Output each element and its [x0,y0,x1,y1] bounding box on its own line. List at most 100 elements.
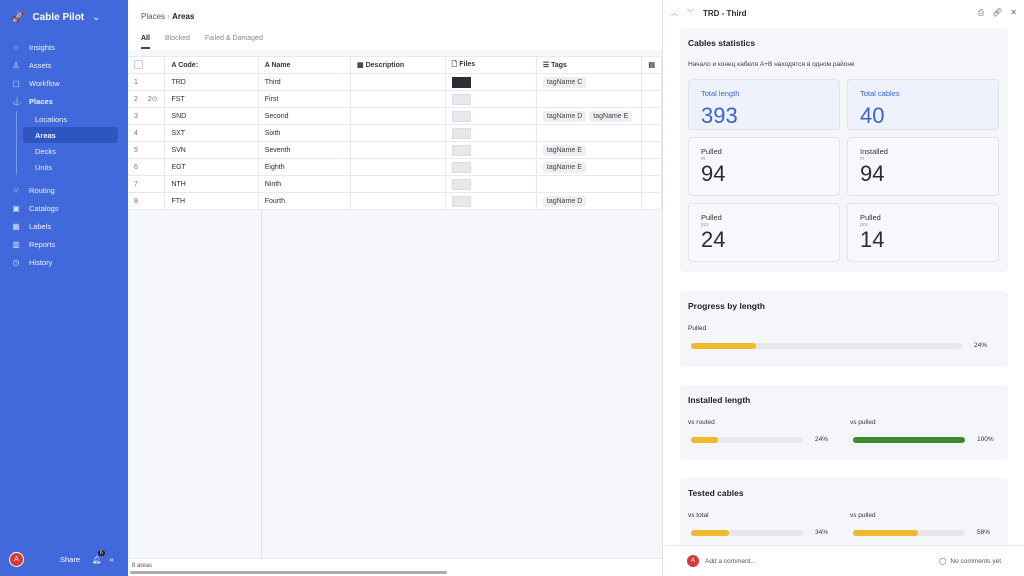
column-more[interactable]: ▤ [641,56,662,74]
cell-code[interactable]: FTH [164,192,259,210]
cell-code[interactable]: SXT [164,124,259,142]
cell-tags[interactable] [536,90,643,108]
column-tags[interactable]: ☰ Tags [536,56,643,74]
chevron-up-icon[interactable]: ︿ [671,10,678,17]
file-thumbnail[interactable] [451,110,471,122]
file-thumbnail[interactable] [451,178,471,190]
file-thumbnail[interactable] [451,161,471,173]
cell-tags[interactable]: tagName D [536,192,643,210]
cell-name[interactable]: Second [258,107,352,125]
column-code[interactable]: A Code: [164,56,259,74]
cell-description[interactable] [350,141,446,159]
file-thumbnail[interactable] [451,144,471,156]
cell-code[interactable]: FST [164,90,259,108]
cell-description[interactable] [350,192,446,210]
stat-label: Total length [701,89,740,98]
cell-code[interactable]: TRD [164,73,259,91]
close-icon[interactable]: ✕ [1010,8,1017,17]
tab-all[interactable]: All [141,35,150,49]
cell-name[interactable]: First [258,90,352,108]
stat-value: 14 [860,227,885,252]
cell-files[interactable] [445,90,537,108]
sidebar-subitem-units[interactable]: Units [35,162,53,172]
column-description[interactable]: ▦ Description [350,56,446,74]
sidebar-item-labels[interactable]: ▦ Labels [0,217,128,235]
user-avatar[interactable]: A [9,551,24,567]
sidebar-item-label: Workflow [29,78,60,88]
cell-name[interactable]: Third [258,73,352,91]
cell-files[interactable] [445,192,537,210]
sidebar-item-reports[interactable]: ▥ Reports [0,235,128,253]
cell-tags[interactable]: tagName E [536,158,643,176]
cell-tags[interactable] [536,124,643,142]
cell-name[interactable]: Fourth [258,192,352,210]
breadcrumb-places[interactable]: Places [141,12,166,21]
sidebar-subitem-locations[interactable]: Locations [35,114,68,124]
cell-name[interactable]: Seventh [258,141,352,159]
table-row[interactable]: 6 EGT Eighth tagName E [128,158,662,176]
cell-code[interactable]: SVN [164,141,259,159]
cell-name[interactable]: Ninth [258,175,352,193]
table-footer: 8 areas [128,558,662,576]
cell-files[interactable] [445,73,537,91]
row-number: 4 [134,129,138,137]
sidebar-item-workflow[interactable]: ▢ Workflow [0,74,128,92]
chevron-down-icon[interactable]: ﹀ [687,10,694,17]
cell-description[interactable] [350,158,446,176]
sidebar-subitem-decks[interactable]: Decks [35,146,56,156]
comment-badge[interactable]: 2⊙ [147,96,158,103]
file-thumbnail[interactable] [451,127,471,139]
cell-code[interactable]: SND [164,107,259,125]
cell-description[interactable] [350,124,446,142]
file-thumbnail[interactable] [451,93,471,105]
collapse-sidebar-icon[interactable]: « [109,554,114,564]
sidebar-item-places[interactable]: ⚓ Places [0,92,128,110]
cell-description[interactable] [350,175,446,193]
cell-files[interactable] [445,141,537,159]
sidebar-subitem-areas[interactable]: Areas [23,127,118,143]
workspace-switcher[interactable]: 🚀 Cable Pilot ⌄ [12,12,101,23]
cell-tags[interactable]: tagName E [536,141,643,159]
cell-tags[interactable] [536,175,643,193]
horizontal-scrollbar[interactable] [130,571,447,574]
table-row[interactable]: 1 TRD Third tagName C [128,73,662,91]
sidebar-item-assets[interactable]: ♙ Assets [0,56,128,74]
tab-blocked[interactable]: Blocked [164,35,190,42]
sidebar-item-catalogs[interactable]: ▣ Catalogs [0,199,128,217]
table-row[interactable]: 7 NTH Ninth [128,175,662,193]
progress-bar [853,436,965,443]
sidebar-item-history[interactable]: ◷ History [0,253,128,271]
file-thumbnail[interactable] [451,195,471,207]
sidebar-item-routing[interactable]: ⑂ Routing [0,181,128,199]
select-all-checkbox[interactable] [134,59,143,69]
table-row[interactable]: 8 FTH Fourth tagName D [128,192,662,210]
print-icon[interactable]: ⎙ [977,8,985,17]
cell-tags[interactable]: tagName C [536,73,643,91]
cell-code[interactable]: NTH [164,175,259,193]
table-row[interactable]: 5 SVN Seventh tagName E [128,141,662,159]
file-thumbnail[interactable] [451,76,471,88]
card-title: Progress by length [688,301,765,311]
cell-files[interactable] [445,124,537,142]
cell-name[interactable]: Eighth [258,158,352,176]
column-files[interactable]: 🗋 Files [445,56,537,74]
sidebar-item-insights[interactable]: ○ Insights [0,38,128,56]
cell-description[interactable] [350,73,446,91]
link-icon[interactable]: 🔗︎ [992,8,1003,17]
bell-icon[interactable]: 🔔︎ 6 [92,549,105,564]
table-row[interactable]: 4 SXT Sixth [128,124,662,142]
cell-files[interactable] [445,175,537,193]
cell-description[interactable] [350,90,446,108]
table-row[interactable]: 2 2⊙ FST First [128,90,662,108]
cell-files[interactable] [445,158,537,176]
cell-description[interactable] [350,107,446,125]
column-name[interactable]: A Name [258,56,352,74]
tab-failed-damaged[interactable]: Failed & Damaged [204,35,263,42]
cell-files[interactable] [445,107,537,125]
cell-name[interactable]: Sixth [258,124,352,142]
comment-input[interactable]: Add a comment... [705,557,756,565]
share-button[interactable]: Share [60,554,81,564]
cell-code[interactable]: EGT [164,158,259,176]
